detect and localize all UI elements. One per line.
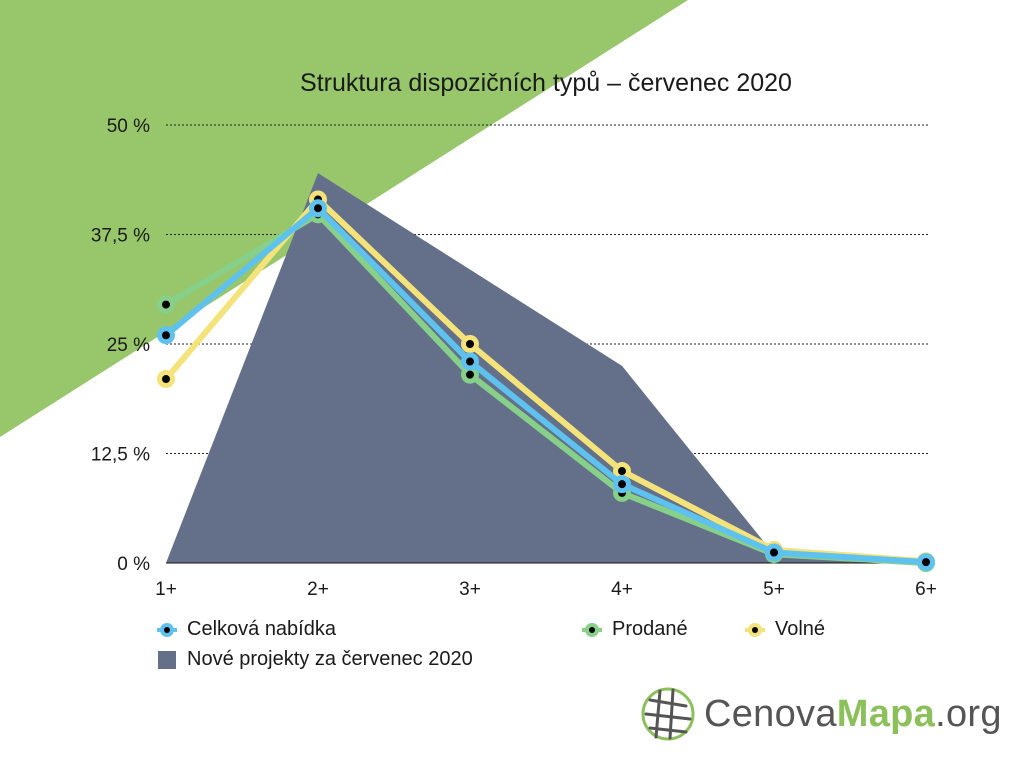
- data-point-center: [922, 558, 930, 567]
- x-tick-label: 3+: [459, 579, 481, 600]
- x-tick-label: 1+: [155, 579, 177, 600]
- legend-label-volne: Volné: [775, 618, 826, 640]
- y-tick-label: 0 %: [117, 554, 150, 575]
- legend-label-celkova: Celková nabídka: [187, 618, 336, 640]
- data-point-center: [162, 300, 170, 309]
- globe-grid-icon: [641, 687, 695, 741]
- data-point-center: [314, 204, 322, 213]
- legend-label-prodane: Prodané: [612, 618, 688, 640]
- logo-part-org: .org: [935, 692, 1002, 735]
- area-nove-projekty: [166, 173, 926, 563]
- y-tick-label: 12,5 %: [91, 445, 150, 466]
- data-point-center: [618, 467, 626, 476]
- line-series: [157, 190, 935, 572]
- legend-prodane: Prodané: [582, 618, 688, 641]
- legend-volne: Volné: [745, 618, 825, 641]
- logo-wordmark: CenovaMapa.org: [704, 693, 1002, 736]
- y-tick-label: 25 %: [107, 335, 150, 356]
- data-point-center: [466, 357, 474, 366]
- legend-marker-area: [158, 650, 176, 669]
- data-point-center: [466, 370, 474, 379]
- series-celkov-nab-dka: [157, 199, 935, 572]
- legend-area: Nové projekty za červenec 2020: [157, 648, 473, 671]
- legend-marker-prodane: [582, 622, 602, 637]
- y-axis-ticks: 0 % 12,5 % 25 % 37,5 % 50 %: [91, 116, 150, 575]
- x-axis-ticks: 1+ 2+ 3+ 4+ 5+ 6+: [155, 579, 937, 600]
- data-point-center: [770, 548, 778, 557]
- data-point-center: [618, 480, 626, 489]
- legend-label-area: Nové projekty za červenec 2020: [187, 648, 473, 670]
- y-tick-label: 50 %: [107, 116, 150, 137]
- chart-title: Struktura dispozičních typů – červenec 2…: [300, 69, 792, 97]
- x-tick-label: 5+: [763, 579, 785, 600]
- data-point-center: [162, 331, 170, 340]
- legend-marker-volne: [745, 622, 765, 637]
- y-tick-label: 37,5 %: [91, 226, 150, 247]
- data-point-center: [466, 340, 474, 348]
- series-line: [163, 205, 929, 566]
- x-tick-label: 6+: [915, 579, 937, 600]
- data-point-center: [162, 375, 170, 384]
- legend-marker-celkova: [157, 622, 177, 637]
- logo-part-mapa: Mapa: [836, 692, 936, 735]
- legend-celkova: Celková nabídka: [157, 618, 336, 641]
- x-tick-label: 4+: [611, 579, 633, 600]
- area-series: [166, 173, 926, 563]
- cenovamapa-logo: CenovaMapa.org: [640, 686, 1002, 742]
- logo-part-cenova: Cenova: [704, 692, 837, 735]
- x-tick-label: 2+: [307, 579, 329, 600]
